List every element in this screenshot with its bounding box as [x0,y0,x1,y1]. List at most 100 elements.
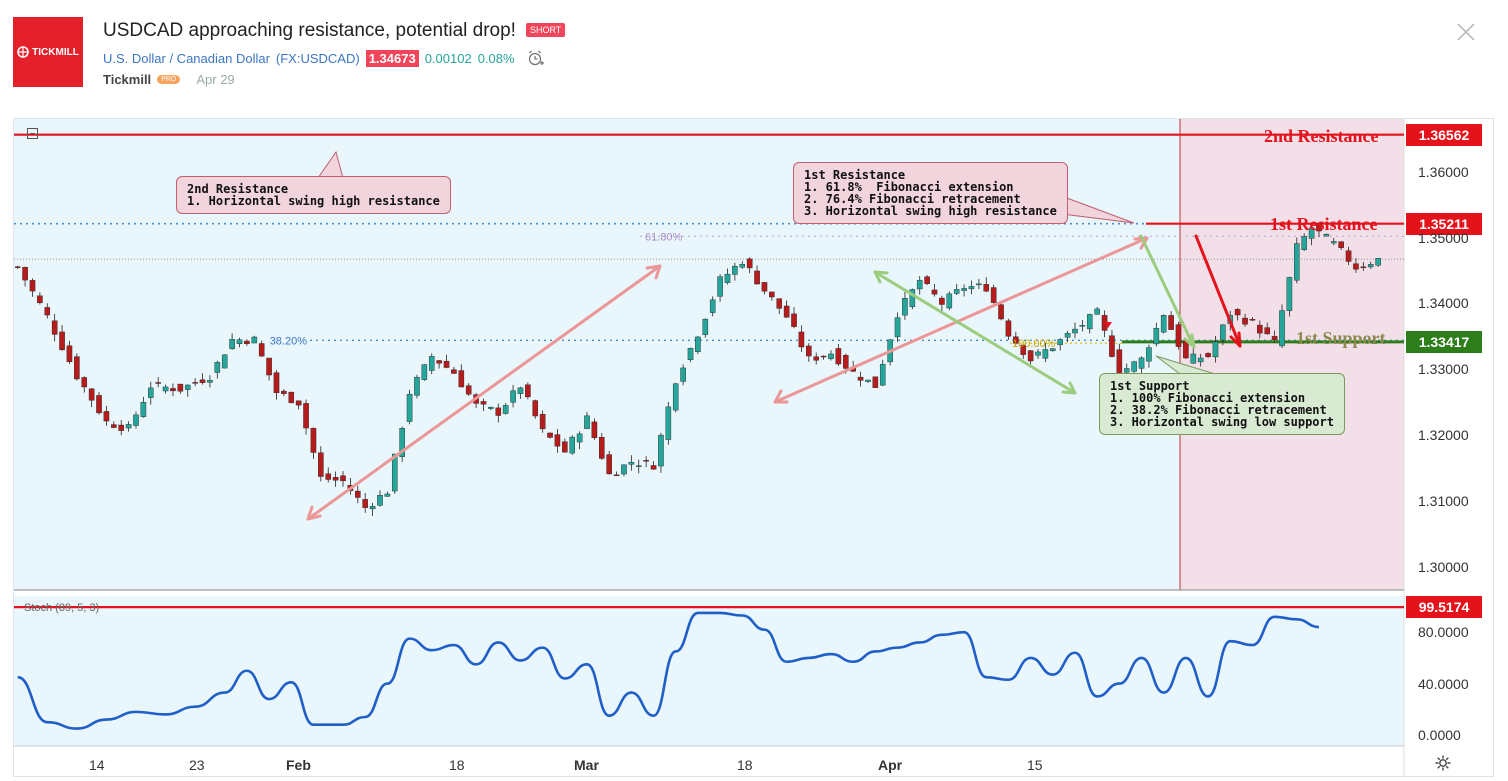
price-axis-label: 1.34000 [1418,295,1469,312]
candle-body [273,372,280,394]
symbol-link[interactable]: (FX:USDCAD) [275,50,360,66]
candle-body [1153,327,1160,345]
candle-body [111,424,117,428]
time-axis-label: Apr [878,757,903,773]
candle-body [414,377,420,396]
candle-body [502,405,509,414]
candle-body [199,379,206,383]
candle-body [192,382,198,384]
candle-body [221,354,228,369]
candle-body [761,282,768,292]
candle-body [1294,243,1300,281]
collapse-pane-button[interactable] [27,128,38,139]
candle-body [377,495,383,506]
candle-body [399,428,405,457]
candle-body [1027,350,1034,362]
candle-body [288,391,295,404]
candle-body [946,293,953,309]
green-arrow-1 [873,270,1077,395]
candle-body [266,357,272,376]
candle-body [931,289,938,295]
candle-body [1013,336,1019,344]
stoch-title: Stoch (89, 5, 3) [24,602,99,614]
candle-body [695,336,701,352]
candle-body [244,340,250,344]
candle-body [687,348,694,360]
candle-body [613,474,620,477]
candle-body [318,452,324,477]
candle-body [606,454,612,475]
candle-body [990,287,997,303]
price-axis-label: 1.30000 [1418,558,1469,575]
tickmill-logo[interactable]: TICKMILL [13,17,83,87]
candle-body [1316,223,1322,232]
pivot-marker-icon [1104,322,1112,328]
candle-body [1279,310,1285,347]
candle-body [236,339,243,345]
candle-body [961,288,967,291]
projected-drop-arrow [1194,234,1242,348]
candle-body [1123,368,1130,373]
candle-body [547,432,553,438]
candle-body [428,356,435,371]
note-1st-resistance[interactable]: 1st Resistance 1. 61.8% Fibonacci extens… [793,162,1068,224]
candle-body [732,265,738,275]
candle-body [968,286,975,290]
candle-body [798,331,805,348]
candle-body [1079,325,1086,327]
logo-text: TICKMILL [32,46,79,58]
candle-body [14,266,21,268]
alarm-clock-icon[interactable] [527,49,545,67]
candle-body [406,393,413,422]
candle-body [310,428,317,453]
candle-body [525,384,531,398]
candle-body [177,383,184,392]
candle-body [1242,317,1248,325]
candle-body [362,499,368,508]
candle-body [66,345,73,363]
candle-body [872,376,879,388]
candle-body [303,403,309,429]
candle-body [37,295,43,304]
candle-body [820,355,827,358]
candle-body [170,388,176,392]
note-2nd-resistance[interactable]: 2nd Resistance 1. Horizontal swing high … [176,176,451,214]
candle-body [562,441,568,453]
candle-body [451,369,457,374]
candle-body [229,339,235,349]
candle-body [51,320,58,335]
time-axis-label: 18 [449,757,465,773]
fib-382-label: 38.20% [270,335,308,347]
candle-body [1146,347,1152,362]
candle-body [554,434,561,447]
green-arrow-head-1a [873,270,889,284]
note-1st-support[interactable]: 1st Support 1. 100% Fibonacci extension … [1099,373,1345,435]
candle-body [1160,315,1167,333]
last-price: 1.34673 [365,49,419,67]
candle-body [184,384,191,390]
candle-body [1360,266,1367,269]
direction-badge: SHORT [525,23,566,37]
candle-body [1072,328,1078,334]
candle-body [443,360,450,368]
candle-body [717,276,723,297]
publish-date: Apr 29 [196,72,235,87]
candle-body [998,304,1004,320]
price-tag-r2: 1.36562 [1406,123,1482,146]
candle-body [857,376,864,381]
close-icon[interactable] [1456,22,1476,42]
candle-body [842,355,849,369]
pink-trend-arrows [306,236,1149,521]
settings-gear-icon[interactable] [1434,754,1452,772]
candle-body [828,353,834,360]
candle-body [214,362,221,373]
candle-body [635,465,642,467]
candle-body [665,406,672,440]
candle-body [1197,357,1204,363]
candle-body [1138,357,1145,369]
candle-body [1249,319,1256,321]
author-name[interactable]: Tickmill [103,72,152,87]
candle-body [806,345,812,357]
instrument-link[interactable]: U.S. Dollar / Canadian Dollar [103,50,270,66]
symbol-line: U.S. Dollar / Canadian Dollar (FX:USDCAD… [103,49,545,67]
